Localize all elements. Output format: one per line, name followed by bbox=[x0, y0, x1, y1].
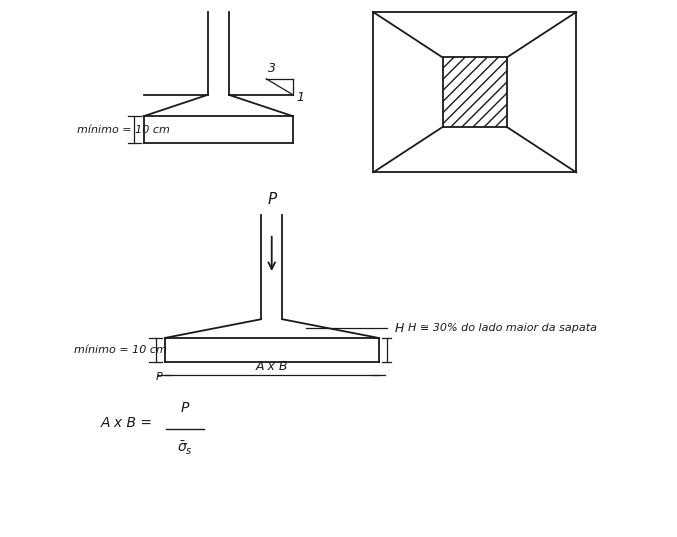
Text: H ≅ 30% do lado maior da sapata: H ≅ 30% do lado maior da sapata bbox=[408, 323, 597, 333]
Text: 3: 3 bbox=[267, 62, 276, 75]
Text: mínimo = 10 cm: mínimo = 10 cm bbox=[77, 125, 170, 135]
Text: P: P bbox=[181, 402, 190, 416]
Text: P: P bbox=[156, 372, 162, 382]
Text: 1: 1 bbox=[297, 91, 305, 104]
Text: mínimo = 10 cm: mínimo = 10 cm bbox=[74, 345, 167, 355]
Text: P: P bbox=[267, 192, 276, 207]
Text: $\bar{\sigma}_s$: $\bar{\sigma}_s$ bbox=[177, 439, 193, 456]
Text: H: H bbox=[395, 322, 404, 335]
Text: A x B =: A x B = bbox=[101, 416, 157, 431]
Bar bbox=[443, 57, 507, 127]
Text: A x B: A x B bbox=[255, 360, 288, 373]
